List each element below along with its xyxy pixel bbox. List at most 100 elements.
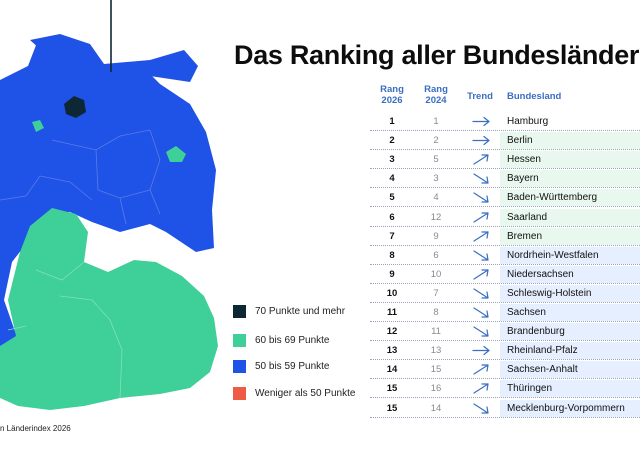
cell-rank-2024: 2	[433, 135, 439, 147]
cell-rank-2024: 6	[433, 249, 439, 261]
row-divider	[370, 187, 640, 189]
row-highlight	[500, 208, 640, 226]
row-highlight	[500, 380, 640, 398]
trend-down-arrow-icon	[473, 402, 489, 414]
row-highlight	[500, 323, 640, 341]
cell-rank-2024: 16	[430, 383, 442, 395]
row-highlight	[500, 265, 640, 283]
legend-swatch	[233, 334, 246, 347]
row-divider	[370, 301, 640, 303]
table-row: 4 3 Bayern	[370, 169, 640, 189]
cell-rank-2026: 11	[386, 307, 398, 318]
header-rank-2026: Rang 2026	[370, 84, 414, 106]
cell-rank-2024: 8	[433, 307, 439, 318]
table-row: 15 14 Mecklenburg-Vorpommern	[370, 399, 640, 418]
trend-down-arrow-icon	[473, 192, 489, 203]
trend-down-arrow-icon	[473, 307, 489, 318]
cell-state: Mecklenburg-Vorpommern	[507, 402, 625, 414]
legend-label: 50 bis 59 Punkte	[255, 361, 330, 372]
cell-state: Hamburg	[507, 116, 549, 127]
row-highlight	[500, 227, 640, 245]
cell-rank-2026: 7	[389, 230, 395, 242]
cell-state: Baden-Württemberg	[507, 192, 598, 204]
cell-rank-2024: 12	[430, 211, 442, 223]
cell-state: Berlin	[507, 135, 533, 147]
cell-state: Saarland	[507, 211, 548, 223]
cell-rank-2026: 5	[389, 192, 395, 204]
cell-state: Bremen	[507, 230, 543, 242]
row-highlight	[500, 399, 640, 417]
legend-label: 70 Punkte und mehr	[255, 306, 346, 317]
cell-state: Sachsen	[507, 307, 546, 318]
map-region-north-blue	[0, 40, 216, 346]
trend-up-arrow-icon	[473, 269, 489, 280]
trend-down-arrow-icon	[473, 173, 489, 184]
cell-rank-2024: 13	[430, 345, 442, 357]
trend-down-arrow-icon	[473, 288, 489, 299]
row-highlight	[500, 189, 640, 207]
table-row: 1 1 Hamburg	[370, 112, 640, 131]
row-highlight	[500, 246, 640, 264]
cell-state: Niedersachsen	[507, 268, 574, 280]
legend-label: 60 bis 69 Punkte	[255, 335, 330, 346]
cell-state: Nordrhein-Westfalen	[507, 249, 599, 261]
cell-rank-2026: 2	[389, 135, 395, 147]
cell-rank-2026: 6	[389, 211, 395, 223]
row-highlight	[500, 361, 640, 379]
trend-up-arrow-icon	[473, 211, 489, 223]
cell-rank-2024: 10	[430, 268, 442, 280]
table-row: 13 13 Rheinland-Pfalz	[370, 341, 640, 361]
table-row: 6 12 Saarland	[370, 208, 640, 227]
table-row: 14 15 Sachsen-Anhalt	[370, 360, 640, 380]
row-divider	[370, 340, 640, 342]
row-highlight	[500, 170, 640, 188]
legend-swatch	[233, 387, 246, 400]
trend-up-arrow-icon	[473, 383, 489, 394]
source-note: n Länderindex 2026	[0, 424, 71, 433]
header-state: Bundesland	[507, 91, 562, 102]
cell-state: Schleswig-Holstein	[507, 287, 592, 299]
row-divider	[370, 359, 640, 361]
trend-up-arrow-icon	[473, 230, 489, 242]
table-row: 7 9 Bremen	[370, 227, 640, 246]
cell-rank-2026: 10	[386, 287, 398, 299]
cell-rank-2026: 3	[389, 154, 395, 166]
row-divider	[370, 149, 640, 151]
table-row: 5 4 Baden-Württemberg	[370, 188, 640, 208]
row-divider	[370, 321, 640, 322]
table-row: 10 7 Schleswig-Holstein	[370, 284, 640, 303]
cell-rank-2026: 12	[386, 326, 398, 338]
cell-rank-2024: 1	[433, 116, 439, 127]
cell-state: Rheinland-Pfalz	[507, 345, 578, 357]
header-rank-2026-text: Rang 2026	[380, 84, 404, 106]
table-row: 3 5 Hessen	[370, 150, 640, 170]
cell-state: Brandenburg	[507, 326, 565, 338]
cell-rank-2024: 7	[433, 287, 439, 299]
cell-rank-2024: 15	[430, 364, 442, 376]
legend-label: Weniger als 50 Punkte	[255, 388, 356, 399]
cell-rank-2024: 9	[433, 230, 439, 242]
cell-state: Sachsen-Anhalt	[507, 364, 578, 376]
cell-rank-2024: 4	[433, 192, 439, 204]
cell-rank-2026: 9	[389, 268, 395, 280]
trend-up-arrow-icon	[473, 154, 489, 165]
cell-rank-2026: 4	[389, 173, 395, 185]
table-row: 15 16 Thüringen	[370, 379, 640, 399]
header-rank-2024-text: Rang 2024	[424, 84, 448, 106]
row-highlight	[500, 151, 640, 169]
header-rank-2024: Rang 2024	[414, 84, 458, 106]
cell-rank-2026: 13	[386, 345, 398, 357]
legend-swatch	[233, 360, 246, 373]
map-region-south-green	[0, 208, 218, 410]
table-row: 9 10 Niedersachsen	[370, 265, 640, 284]
row-highlight	[500, 132, 640, 150]
trend-flat-arrow-icon	[472, 346, 490, 356]
cell-state: Thüringen	[507, 383, 553, 395]
row-divider	[370, 244, 640, 246]
trend-down-arrow-icon	[473, 326, 489, 337]
row-highlight	[500, 342, 640, 360]
cell-rank-2026: 15	[386, 383, 398, 395]
trend-up-arrow-icon	[473, 364, 489, 375]
row-divider	[370, 263, 640, 265]
cell-rank-2024: 14	[430, 402, 442, 414]
